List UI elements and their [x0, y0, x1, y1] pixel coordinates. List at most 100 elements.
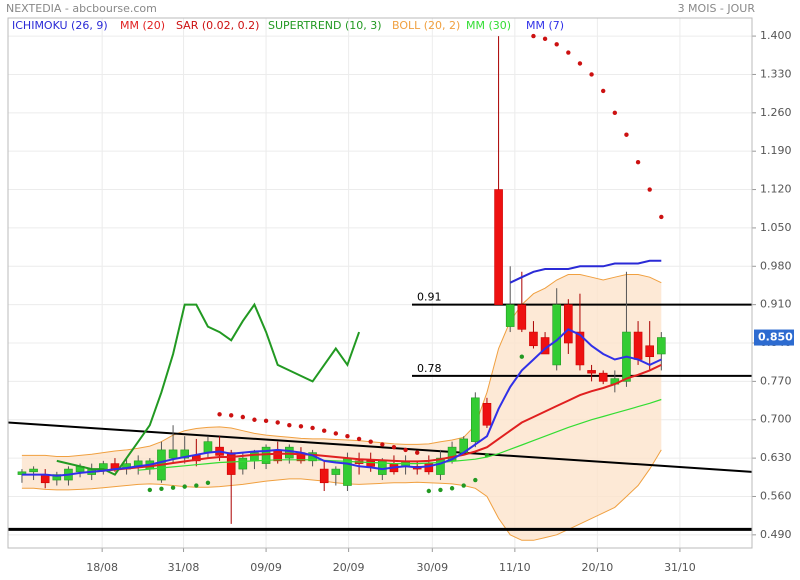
- legend-entry: MM (20): [120, 19, 165, 32]
- sar-dot: [426, 488, 432, 494]
- candle-body: [645, 345, 655, 358]
- sar-dot: [542, 36, 548, 42]
- candle-body: [180, 449, 189, 459]
- sar-dot: [345, 433, 350, 439]
- candle-body: [366, 460, 376, 467]
- boll-fill: [21, 274, 662, 541]
- sar-dot: [659, 214, 664, 220]
- y-tick-label: 0.560: [760, 489, 792, 502]
- candle-body: [471, 397, 480, 442]
- sar-dot: [449, 486, 455, 491]
- sar-dot: [554, 42, 559, 47]
- candle-body: [343, 457, 352, 486]
- sar-dot: [205, 480, 211, 485]
- sar-dot: [473, 477, 478, 483]
- candle-body: [657, 337, 666, 355]
- candle-body: [436, 457, 445, 475]
- legend-entry: MM (7): [526, 19, 564, 32]
- sar-dot: [368, 439, 373, 444]
- candle-body: [529, 331, 538, 347]
- candle-body: [517, 304, 527, 330]
- legend-entry: ICHIMOKU (26, 9): [12, 19, 108, 32]
- x-tick-label: 09/09: [250, 561, 282, 574]
- sar-dot: [252, 417, 257, 422]
- y-tick-label: 1.190: [760, 144, 792, 157]
- candle-body: [575, 331, 585, 366]
- sar-dot: [391, 444, 397, 450]
- sar-dot: [170, 485, 176, 490]
- sar-dot: [333, 431, 339, 436]
- candle-body: [587, 370, 596, 374]
- chart-subtitle: 3 MOIS - JOUR: [678, 2, 756, 15]
- last-price-label: 0.850: [758, 331, 793, 344]
- x-tick-label: 31/08: [168, 561, 200, 574]
- x-tick-label: 20/10: [582, 561, 614, 574]
- candle-body: [168, 449, 178, 459]
- sar-dot: [287, 423, 292, 428]
- sar-dot: [147, 487, 153, 493]
- candle-body: [319, 468, 329, 484]
- legend-entry: BOLL (20, 2): [392, 19, 460, 32]
- candle-body: [226, 452, 236, 475]
- candle-body: [598, 372, 608, 382]
- chart-title: NEXTEDIA - abcbourse.com: [6, 2, 157, 15]
- candle-body: [494, 189, 503, 305]
- y-tick-label: 0.700: [760, 413, 792, 426]
- candle-body: [52, 474, 62, 481]
- candle-body: [482, 403, 492, 426]
- sar-dot: [461, 483, 466, 488]
- sar-dot: [415, 450, 420, 455]
- sar-dot: [403, 447, 408, 453]
- candle-body: [505, 304, 515, 327]
- candle-body: [633, 331, 643, 360]
- indicator-line: [138, 398, 662, 471]
- sar-dot: [589, 72, 594, 77]
- legend-entry: SUPERTREND (10, 3): [268, 19, 382, 32]
- plot-frame: [7, 17, 753, 549]
- y-tick-label: 0.630: [760, 451, 792, 464]
- sar-dot: [217, 412, 222, 417]
- legend-entry: MM (30): [466, 19, 511, 32]
- candle-body: [285, 446, 294, 459]
- sar-dot: [310, 425, 315, 431]
- y-tick-label: 1.330: [760, 67, 792, 80]
- sar-dot: [298, 424, 304, 429]
- y-tick-label: 0.910: [760, 298, 792, 311]
- last-price-box: [754, 329, 794, 346]
- sar-dot: [519, 354, 525, 359]
- sar-dot: [624, 132, 629, 137]
- sar-dot: [647, 187, 652, 192]
- sar-dot: [601, 88, 606, 94]
- y-tick-label: 1.120: [760, 183, 792, 196]
- sar-dot: [531, 33, 536, 39]
- candle-body: [331, 468, 341, 475]
- sar-dot: [229, 413, 234, 418]
- boll-lower: [21, 449, 662, 541]
- y-tick-label: 1.050: [760, 221, 792, 234]
- sar-dot: [240, 414, 246, 420]
- candle-body: [29, 468, 38, 473]
- y-tick-label: 0.490: [760, 528, 792, 541]
- sar-dot: [566, 50, 571, 55]
- x-tick-label: 30/09: [416, 561, 448, 574]
- sar-dot: [322, 428, 327, 433]
- sar-dot: [263, 418, 269, 424]
- sar-dot: [182, 484, 187, 489]
- y-tick-label: 1.260: [760, 106, 792, 119]
- sar-dot: [159, 486, 164, 492]
- sar-dot: [194, 483, 199, 488]
- sar-dot: [438, 487, 443, 493]
- y-tick-label: 1.400: [760, 29, 792, 42]
- indicator-line: [21, 328, 662, 477]
- sar-dot: [380, 442, 385, 447]
- x-tick-label: 20/09: [333, 561, 365, 574]
- sar-dot: [356, 436, 362, 442]
- x-tick-label: 18/08: [86, 561, 118, 574]
- sar-dot: [577, 61, 583, 66]
- candle-body: [203, 441, 213, 453]
- level-label: 0.78: [417, 362, 442, 375]
- sar-dot: [612, 110, 618, 116]
- y-tick-label: 0.770: [760, 374, 792, 387]
- trend-line: [7, 421, 753, 473]
